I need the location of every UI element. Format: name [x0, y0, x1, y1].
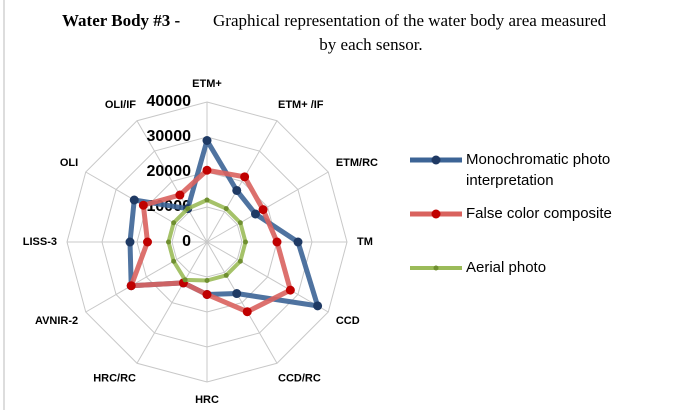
chart-title: by each sensor.	[319, 35, 422, 54]
marker	[182, 277, 188, 283]
chart-title-prefix: Water Body #3 -	[62, 11, 181, 30]
category-label: OLI	[60, 157, 78, 169]
spoke	[206, 241, 278, 364]
marker	[242, 307, 252, 317]
marker	[313, 301, 323, 311]
marker	[175, 190, 185, 200]
marker	[204, 278, 210, 283]
marker	[171, 258, 177, 264]
spoke	[136, 120, 208, 243]
category-label: LISS-3	[23, 236, 57, 248]
chart-title: Graphical representation of the water bo…	[213, 11, 607, 30]
spoke	[85, 241, 208, 313]
marker	[223, 272, 229, 278]
marker	[240, 172, 250, 182]
marker	[129, 195, 139, 205]
category-label: HRC	[195, 394, 219, 406]
marker	[171, 220, 177, 226]
marker	[202, 165, 212, 175]
marker	[237, 258, 243, 264]
category-label: HRC/RC	[93, 373, 136, 385]
category-label: AVNIR-2	[35, 315, 78, 327]
category-label: OLI/IF	[105, 99, 136, 111]
tick-label: 30000	[147, 128, 192, 145]
marker	[232, 289, 242, 299]
marker	[202, 136, 212, 145]
marker	[202, 290, 212, 299]
category-label: ETM/RC	[336, 157, 378, 169]
legend-marker	[433, 265, 439, 271]
legend-marker	[431, 155, 441, 165]
marker	[237, 220, 243, 226]
tick-label: 20000	[147, 163, 192, 180]
spoke	[206, 171, 329, 243]
marker	[243, 239, 248, 245]
category-label: CCD	[336, 315, 360, 327]
category-label: ETM+ /IF	[278, 99, 324, 111]
spoke	[206, 241, 329, 313]
marker	[293, 237, 303, 247]
marker	[125, 237, 135, 247]
marker	[143, 237, 152, 247]
marker	[126, 281, 136, 291]
category-label: CCD/RC	[278, 373, 321, 385]
marker	[272, 237, 282, 247]
tick-label: 0	[182, 233, 191, 250]
spoke	[206, 120, 278, 243]
category-label: TM	[357, 236, 373, 248]
legend-marker	[431, 209, 441, 219]
spoke	[136, 241, 208, 364]
marker	[250, 209, 260, 219]
marker	[138, 200, 148, 210]
marker	[185, 206, 191, 212]
legend-label: Monochromatic photo interpretation	[466, 151, 614, 189]
marker	[204, 197, 210, 203]
legend-label: Aerial photo	[466, 259, 546, 276]
marker	[285, 285, 295, 295]
marker	[232, 185, 242, 195]
legend-label: False color composite	[466, 205, 612, 222]
tick-label: 40000	[147, 93, 192, 110]
marker	[166, 239, 171, 245]
category-label: ETM+	[192, 78, 222, 90]
marker	[258, 205, 268, 215]
series-line	[128, 167, 293, 315]
marker	[223, 206, 229, 212]
